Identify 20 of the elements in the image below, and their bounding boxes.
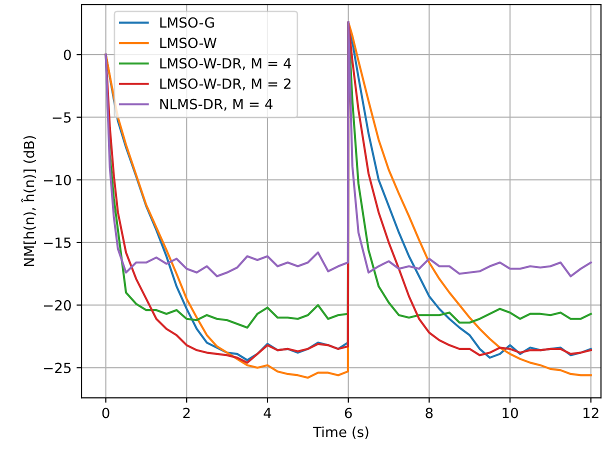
x-tick-label: 8: [426, 408, 433, 418]
y-tick-label: −20: [44, 300, 71, 311]
legend-label: NLMS-DR, M = 4: [160, 98, 273, 111]
x-tick-label: 4: [264, 408, 272, 418]
x-tick-label: 12: [584, 408, 598, 418]
x-tick-label: 10: [502, 408, 518, 418]
legend-label: LMSO-W-DR, M = 4: [160, 58, 292, 70]
legend-label: LMSO-G: [160, 17, 214, 28]
x-tick-label: 0: [102, 408, 110, 418]
y-tick-label: −25: [44, 362, 71, 374]
y-tick-label: −10: [44, 174, 71, 186]
x-tick-label: 6: [344, 408, 352, 418]
y-tick-label: −15: [44, 238, 71, 248]
legend-label: LMSO-W: [160, 38, 216, 48]
y-tick-label: 0: [64, 50, 71, 60]
x-tick-label: 2: [183, 408, 190, 418]
y-axis-title: NM[h(n), ĥ(n)] (dB): [21, 136, 36, 266]
y-tick-label: −5: [52, 112, 71, 123]
x-axis-title: Time (s): [312, 426, 368, 439]
legend-label: LMSO-W-DR, M = 2: [160, 78, 290, 90]
